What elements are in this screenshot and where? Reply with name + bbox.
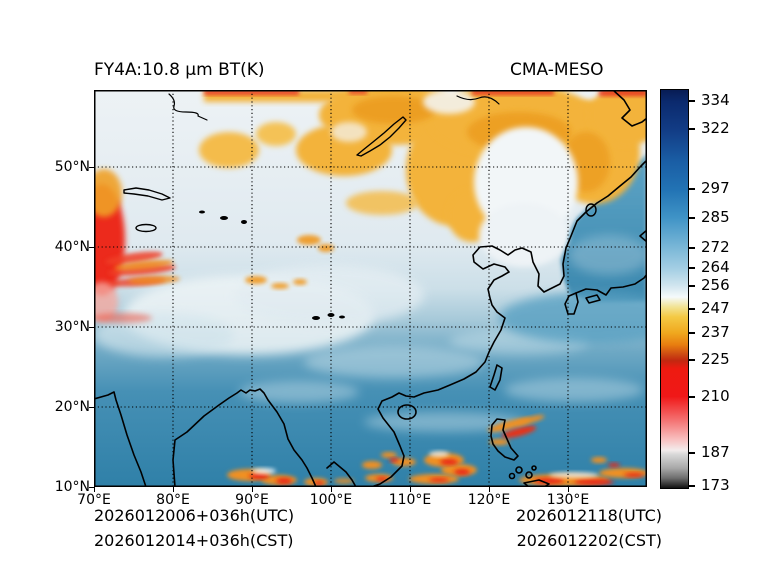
colorbar-tick — [689, 285, 695, 287]
colorbar-tick — [689, 396, 695, 398]
x-tick — [489, 487, 490, 492]
x-tick-label: 70°E — [77, 492, 111, 508]
colorbar-label: 256 — [701, 276, 730, 294]
colorbar-tick — [689, 217, 695, 219]
x-tick-label: 100°E — [309, 492, 353, 508]
thin-cloud-wisps — [239, 329, 644, 432]
y-tick-label: 20°N — [54, 399, 90, 415]
x-tick-label: 90°E — [235, 492, 269, 508]
x-tick — [410, 487, 411, 492]
colorbar-tick — [689, 267, 695, 269]
west-edge-cold-cloud — [94, 169, 180, 323]
colorbar-label: 225 — [701, 350, 730, 368]
clear-gaps-white — [331, 90, 578, 267]
y-tick — [89, 327, 94, 328]
y-tick — [89, 487, 94, 488]
colorbar-tick — [689, 100, 695, 102]
map-border — [94, 90, 647, 487]
colorbar-label: 210 — [701, 387, 730, 405]
init-time-utc: 2026012006+036h(UTC) — [94, 506, 295, 525]
init-time-cst: 2026012014+036h(CST) — [94, 531, 294, 550]
colorbar-tick — [689, 247, 695, 249]
title-right: CMA-MESO — [510, 60, 604, 80]
y-tick-label: 10°N — [54, 479, 90, 495]
colorbar-tick — [689, 359, 695, 361]
colorbar-tick — [689, 188, 695, 190]
colorbar-label: 297 — [701, 179, 730, 197]
valid-time-utc: 2026012118(UTC) — [516, 506, 662, 525]
x-tick-label: 130°E — [546, 492, 590, 508]
x-tick — [252, 487, 253, 492]
y-tick — [89, 407, 94, 408]
coldest-top-strips — [204, 90, 647, 96]
x-tick-label: 110°E — [388, 492, 432, 508]
map-panel — [94, 90, 647, 487]
x-tick-label: 120°E — [467, 492, 511, 508]
colorbar-label: 247 — [701, 299, 730, 317]
y-tick-label: 30°N — [54, 319, 90, 335]
colorbar-label: 237 — [701, 323, 730, 341]
colorbar-tick — [689, 452, 695, 454]
colorbar-tick — [689, 485, 695, 487]
colorbar-tick — [689, 332, 695, 334]
valid-time-cst: 2026012202(CST) — [516, 531, 662, 550]
coastlines — [94, 90, 647, 487]
x-tick — [94, 487, 95, 492]
y-tick — [89, 247, 94, 248]
colorbar-label: 322 — [701, 119, 730, 137]
colorbar-label: 334 — [701, 91, 730, 109]
title-left: FY4A:10.8 μm BT(K) — [94, 60, 265, 80]
colorbar-label: 173 — [701, 476, 730, 494]
colorbar-label: 187 — [701, 443, 730, 461]
light-haze-clouds — [94, 265, 424, 357]
midmap-orange-spots — [245, 235, 334, 289]
colorbar-label: 272 — [701, 238, 730, 256]
colorbar-label: 285 — [701, 208, 730, 226]
tropical-convection — [227, 415, 647, 486]
x-tick-label: 80°E — [156, 492, 190, 508]
colorbar-tick — [689, 308, 695, 310]
x-tick — [568, 487, 569, 492]
small-lakes — [199, 210, 345, 320]
graticule — [94, 90, 647, 487]
y-tick-label: 40°N — [54, 239, 90, 255]
y-tick — [89, 167, 94, 168]
y-tick-label: 50°N — [54, 159, 90, 175]
x-tick — [331, 487, 332, 492]
colorbar-tick — [689, 128, 695, 130]
x-tick — [173, 487, 174, 492]
colorbar-label: 264 — [701, 258, 730, 276]
colorbar — [660, 89, 689, 489]
bt-field-map — [94, 90, 647, 487]
